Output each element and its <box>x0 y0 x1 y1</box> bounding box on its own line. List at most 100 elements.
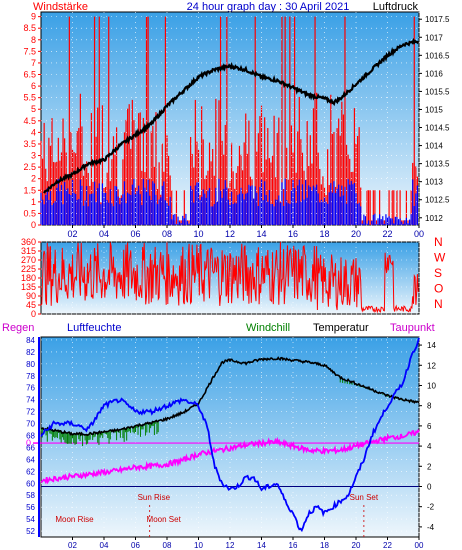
wind-tick-label: 6.5 <box>23 70 36 80</box>
humidity-line <box>40 337 420 533</box>
temperature-grid: 0 <box>26 337 420 537</box>
compass-label: N <box>434 235 443 249</box>
wind-tick-label: 3 <box>31 151 36 161</box>
dewpoint-line <box>40 428 420 485</box>
dewpoint-title: Taupunkt <box>390 322 435 334</box>
temperature-tick-label: -4 <box>427 523 435 532</box>
temperature-panel: Regen Luftfeuchte Windchill Temperatur T… <box>2 322 436 550</box>
x-tick-label: 18 <box>319 229 329 239</box>
x-tick-label: 18 <box>320 541 329 550</box>
temperature-title: Temperatur <box>313 322 369 334</box>
wind-tick-label: 8.5 <box>23 23 36 33</box>
humidity-tick-label: 62 <box>26 467 35 476</box>
humidity-tick-label: 76 <box>26 384 35 393</box>
chart-title: 24 hour graph day : 30 April 2021 <box>187 1 350 13</box>
direction-tick-label: 90 <box>26 291 36 301</box>
temperature-lines <box>40 337 420 533</box>
humidity-tick-label: 78 <box>26 372 35 381</box>
temperature-tick-label: 6 <box>427 422 432 431</box>
wind-y-axis: 0 0.51 1.52 2.53 3.5 44.5 55.5 66.5 7 7.58 8.59 <box>23 12 41 230</box>
x-tick-label: 12 <box>226 541 235 550</box>
humidity-tick-label: 66 <box>26 443 35 452</box>
humidity-tick-label: 60 <box>26 479 35 488</box>
pressure-tick-label: 1016 <box>425 69 443 78</box>
humidity-tick-label: 64 <box>26 455 35 464</box>
humidity-tick-label: 80 <box>26 360 35 369</box>
x-tick-label: 14 <box>257 541 266 550</box>
x-tick-label: 08 <box>163 541 172 550</box>
rain-title: Regen <box>2 322 34 334</box>
x-tick-label: 08 <box>162 229 172 239</box>
humidity-tick-label: 68 <box>26 432 35 441</box>
temperature-tick-label: 12 <box>427 361 436 370</box>
compass-label: O <box>434 282 443 296</box>
compass-label: W <box>434 251 446 265</box>
direction-tick-label: 270 <box>21 255 36 265</box>
direction-tick-label: 225 <box>21 264 36 274</box>
pressure-tick-label: 1016.5 <box>425 51 450 60</box>
compass-label: S <box>434 266 442 280</box>
x-tick-label: 16 <box>288 229 298 239</box>
humidity-tick-label: 74 <box>26 396 35 405</box>
x-tick-label: 00 <box>415 541 424 550</box>
temperature-tick-label: 2 <box>427 462 432 471</box>
humidity-tick-label: 82 <box>26 348 35 357</box>
wind-tick-label: 7 <box>31 58 36 68</box>
temperature-tick-label: 4 <box>427 442 432 451</box>
wind-tick-label: 1 <box>31 197 36 207</box>
wind-tick-label: 3.5 <box>23 139 36 149</box>
x-tick-label: 16 <box>289 541 298 550</box>
wind-tick-label: 8 <box>31 35 36 45</box>
x-tick-label: 10 <box>193 229 203 239</box>
astronomy-annotations: Sun Rise Sun Set Moon Rise Moon Set <box>55 493 379 537</box>
x-tick-label: 22 <box>382 229 392 239</box>
pressure-title: Luftdruck <box>373 1 419 13</box>
x-tick-label: 00 <box>414 229 424 239</box>
wind-tick-label: 2 <box>31 174 36 184</box>
pressure-tick-label: 1014 <box>425 142 443 151</box>
humidity-tick-label: 72 <box>26 408 35 417</box>
x-tick-label: 10 <box>194 541 203 550</box>
pressure-tick-label: 1015 <box>425 105 443 114</box>
wind-tick-label: 4 <box>31 127 36 137</box>
temperature-line <box>40 356 420 437</box>
wind-grid <box>41 12 420 226</box>
compass-label: N <box>434 297 443 311</box>
sun-rise-annotation: Sun Rise <box>138 493 171 502</box>
pressure-tick-label: 1014.5 <box>425 124 450 133</box>
wind-tick-label: 4.5 <box>23 116 36 126</box>
pressure-tick-label: 1017 <box>425 33 443 42</box>
humidity-tick-label: 54 <box>26 515 35 524</box>
temperature-tick-label: 8 <box>427 402 432 411</box>
direction-tick-label: 135 <box>21 282 36 292</box>
moon-rise-annotation: Moon Rise <box>55 515 94 524</box>
direction-tick-label: 360 <box>21 237 36 247</box>
windchill-title: Windchill <box>246 322 290 334</box>
wind-tick-label: 9 <box>31 12 36 22</box>
temperature-y-axis: -4 -2 0 2 4 6 8 10 12 14 <box>419 341 436 532</box>
x-tick-label: 02 <box>67 229 77 239</box>
direction-tick-label: 315 <box>21 246 36 256</box>
wind-pressure-panel: Windstärke 24 hour graph day : 30 April … <box>23 1 450 239</box>
x-tick-label: 14 <box>256 229 266 239</box>
wind-tick-label: 0.5 <box>23 208 36 218</box>
temperature-tick-label: 0 <box>427 482 432 491</box>
humidity-title: Luftfeuchte <box>67 322 121 334</box>
humidity-tick-label: 70 <box>26 420 35 429</box>
rain-marker-label: 0 <box>26 438 31 448</box>
wind-tick-label: 0 <box>31 220 36 230</box>
wind-strength-title: Windstärke <box>33 1 88 13</box>
x-tick-label: 22 <box>383 541 392 550</box>
wind-tick-label: 5 <box>31 104 36 114</box>
direction-tick-label: 180 <box>21 273 36 283</box>
pressure-tick-label: 1013.5 <box>425 160 450 169</box>
x-tick-label: 06 <box>130 229 140 239</box>
direction-tick-label: 45 <box>26 300 36 310</box>
moon-set-annotation: Moon Set <box>147 515 182 524</box>
sun-set-annotation: Sun Set <box>350 493 379 502</box>
wind-tick-label: 7.5 <box>23 46 36 56</box>
